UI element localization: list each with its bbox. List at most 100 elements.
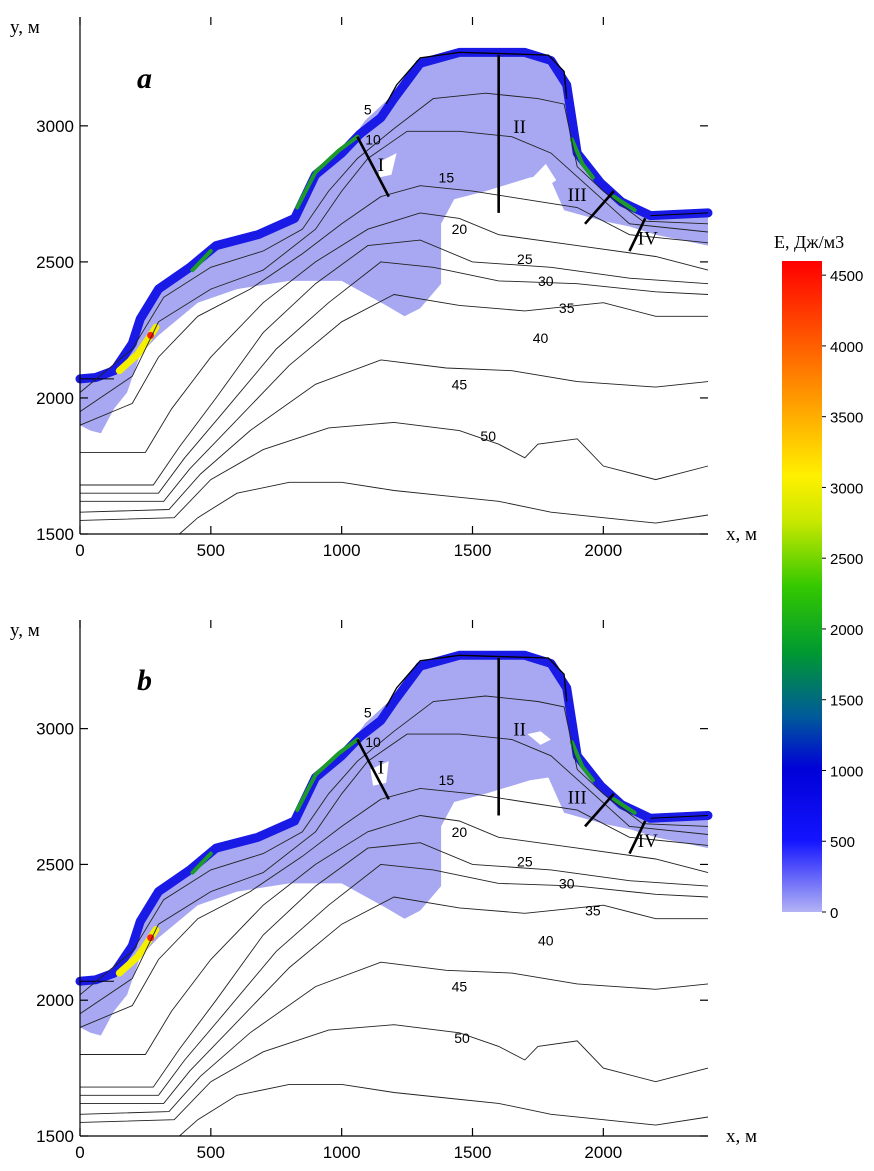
- depth-contour: [79, 185, 709, 426]
- x-tick-label: 2000: [584, 1143, 622, 1162]
- y-tick-label: 2000: [36, 389, 74, 408]
- energy-hotspot: [190, 851, 213, 875]
- contour-label: 10: [365, 131, 381, 147]
- contour-label: 30: [538, 273, 554, 289]
- colorbar-tick-label: 2500: [830, 551, 863, 568]
- energy-hotspot: [611, 797, 637, 815]
- colorbar-tick-label: 500: [830, 834, 855, 851]
- colorbar-tick-label: 3000: [830, 480, 863, 497]
- x-axis-label: x, м: [726, 1126, 757, 1147]
- coastline: [385, 654, 568, 708]
- contour-label: 45: [452, 376, 468, 392]
- x-tick-label: 0: [75, 541, 84, 560]
- depth-contour: [80, 863, 709, 1096]
- profile-line: [584, 792, 615, 828]
- profile-label: II: [513, 720, 526, 741]
- coastline: [650, 815, 709, 819]
- energy-gap: [530, 163, 557, 192]
- colorbar-tick-label: 1500: [830, 693, 863, 710]
- depth-contour: [79, 359, 709, 513]
- y-axis-label: y, м: [10, 620, 40, 641]
- contour-label: 15: [439, 772, 455, 788]
- depth-contour: [179, 1083, 709, 1137]
- energy-field: [80, 658, 708, 1036]
- colorbar-tick-label: 4500: [830, 268, 863, 285]
- depth-contour: [79, 421, 709, 521]
- contour-label: 40: [538, 932, 554, 948]
- y-axis-label: y, м: [10, 17, 40, 38]
- profile-line: [628, 217, 647, 252]
- colorbar-tick-label: 4000: [830, 339, 863, 356]
- x-tick-label: 1000: [323, 541, 361, 560]
- colorbar-tick-label: 2000: [830, 622, 863, 639]
- energy-hotspot: [295, 134, 360, 210]
- x-tick-label: 0: [75, 1143, 84, 1162]
- energy-hotspot: [190, 249, 213, 273]
- depth-contour: [80, 261, 709, 494]
- depth-contour: [79, 787, 709, 1028]
- x-tick-label: 1000: [323, 1143, 361, 1162]
- depth-contour: [80, 815, 709, 1055]
- coastline: [385, 51, 568, 105]
- x-axis-label: x, м: [726, 524, 757, 545]
- contour-label: 25: [517, 251, 533, 267]
- energy-field: [80, 55, 708, 434]
- profile-label: IV: [638, 228, 658, 249]
- profile-line: [628, 820, 647, 855]
- contour-label: 10: [365, 734, 381, 750]
- contour-label: 35: [585, 903, 601, 919]
- energy-peak-band: [115, 323, 160, 375]
- y-tick-label: 2500: [36, 855, 74, 874]
- depth-contour: [79, 961, 709, 1115]
- y-tick-label: 2500: [36, 253, 74, 272]
- depth-contour: [80, 842, 709, 1088]
- y-tick-label: 3000: [36, 117, 74, 136]
- energy-hotspot: [611, 194, 637, 213]
- energy-gap: [378, 153, 397, 178]
- energy-gap: [205, 929, 217, 952]
- energy-gap: [370, 761, 389, 786]
- energy-peak-band: [115, 926, 160, 977]
- profile-line: [584, 190, 615, 225]
- profile-label: I: [378, 155, 384, 176]
- depth-contour: [80, 212, 709, 453]
- x-tick-label: 500: [197, 541, 225, 560]
- y-tick-label: 1500: [36, 525, 74, 544]
- contour-label: 35: [559, 300, 575, 316]
- colorbar: 0 500 1000 1500 2000 2500 3000 3500 4000 4500 E, Д…: [774, 232, 863, 922]
- profile-label: IV: [638, 831, 658, 852]
- panel-letter: a: [137, 62, 152, 95]
- profile-label: III: [568, 788, 587, 809]
- y-tick-label: 1500: [36, 1127, 74, 1146]
- depth-contour: [80, 896, 708, 1104]
- colorbar-tick-label: 1000: [830, 763, 863, 780]
- energy-hotspot: [295, 737, 360, 813]
- profile-label: III: [568, 185, 587, 206]
- energy-gap: [527, 731, 551, 745]
- energy-hotspot: [569, 740, 595, 783]
- contour-label: 20: [452, 221, 468, 237]
- x-tick-label: 1500: [454, 1143, 492, 1162]
- depth-contour: [179, 481, 709, 535]
- colorbar-tick-label: 3500: [830, 410, 863, 427]
- depth-contour: [80, 239, 709, 486]
- coastline: [650, 212, 709, 217]
- depth-contour: [79, 695, 709, 996]
- contour-label: 15: [439, 170, 455, 186]
- contour-label: 5: [364, 102, 372, 118]
- contour-label: 50: [480, 428, 496, 444]
- colorbar-gradient: [782, 261, 822, 912]
- panel-letter: b: [137, 664, 152, 697]
- contour-label: 20: [452, 824, 468, 840]
- depth-contour: [79, 92, 709, 393]
- energy-hotspot: [569, 137, 595, 180]
- profile-line: [356, 136, 390, 198]
- colorbar-title: E, Дж/м3: [774, 232, 844, 252]
- profile-label: II: [513, 117, 526, 138]
- colorbar-tick-label: 0: [830, 905, 838, 922]
- contour-label: 5: [364, 704, 372, 720]
- contour-label: 40: [533, 330, 549, 346]
